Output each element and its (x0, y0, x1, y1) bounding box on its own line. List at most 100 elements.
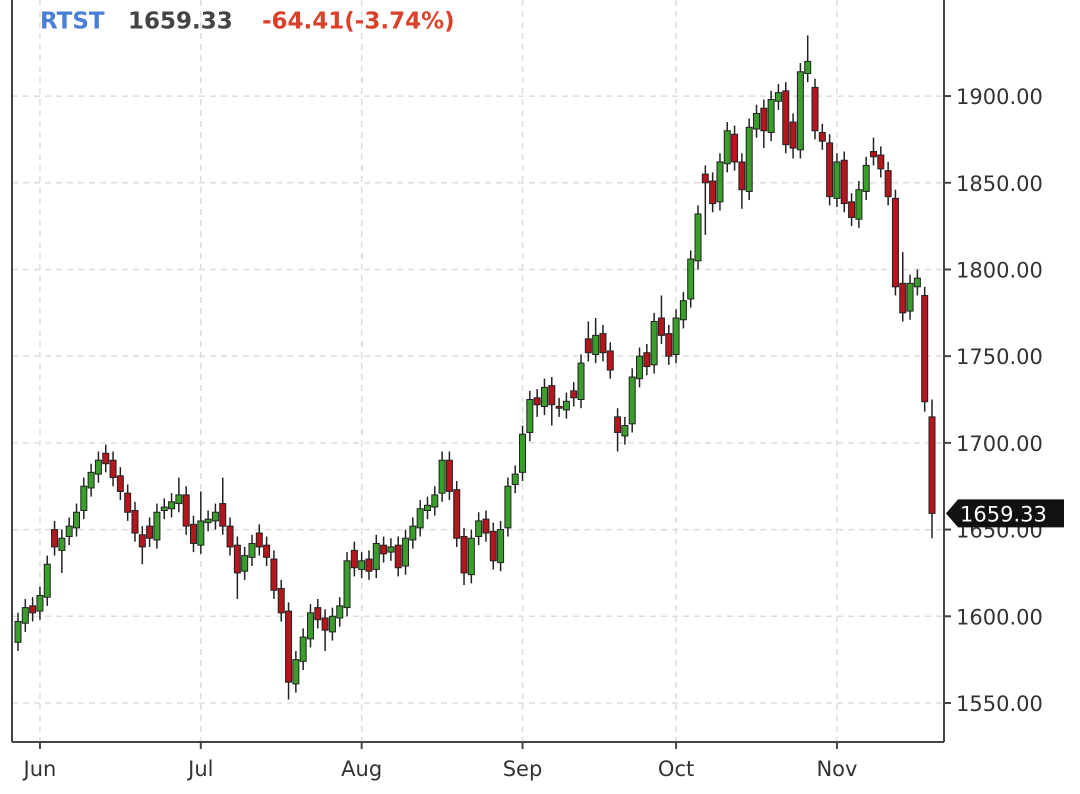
candle-body (533, 397, 541, 406)
candle-body (796, 71, 804, 151)
candle-body (372, 542, 380, 570)
candle-body (453, 489, 461, 539)
candle-body (921, 294, 929, 403)
candle-body (753, 112, 761, 130)
candle-body (716, 161, 724, 203)
candle-body (767, 99, 775, 133)
candle-body (423, 504, 431, 512)
y-tick-label: 1800.00 (956, 258, 1043, 282)
candle-body (255, 532, 263, 548)
candle-body (497, 529, 505, 564)
candle-body (460, 536, 468, 574)
candle-body (409, 525, 417, 541)
y-tick-label: 1900.00 (956, 85, 1043, 109)
candle-body (336, 605, 344, 619)
candle-body (467, 537, 475, 576)
candle-body (782, 90, 790, 146)
change: -64.41(-3.74%) (262, 9, 455, 35)
candle-body (263, 544, 271, 558)
candle-body (72, 511, 80, 529)
candle-body (387, 546, 395, 553)
candle-body (189, 523, 197, 544)
candle-body (380, 544, 388, 555)
candle-body (592, 334, 600, 355)
candle-body (402, 537, 410, 567)
candle-body (899, 282, 907, 314)
candle-body (519, 433, 527, 473)
candle-body (540, 386, 548, 407)
candle-body (292, 659, 300, 685)
x-tick-label: Sep (503, 757, 543, 781)
candle-body (877, 154, 885, 170)
candle-body (365, 558, 373, 572)
candle-body (687, 258, 695, 300)
candle-body (116, 475, 124, 492)
candle-body (745, 126, 753, 192)
candle-body (577, 362, 585, 401)
candle-body (314, 607, 322, 621)
candle-body (285, 610, 293, 683)
candle-body (701, 173, 709, 184)
candle-body (65, 525, 73, 538)
candle-body (43, 563, 51, 598)
candle-body (219, 503, 227, 527)
x-tick-label: Nov (816, 757, 857, 781)
y-tick-label: 1750.00 (956, 345, 1043, 369)
candle-body (826, 142, 834, 198)
candle-body (913, 277, 921, 288)
candle-body (138, 534, 146, 548)
candle-body (277, 588, 285, 614)
candle-body (270, 558, 278, 591)
candle-body (131, 510, 139, 534)
candle-body (241, 555, 249, 572)
candle-body (789, 121, 797, 149)
candle-body (226, 525, 234, 548)
candle-body (818, 131, 826, 142)
candle-body (650, 320, 658, 366)
candle-body (109, 459, 117, 479)
candle-body (475, 520, 483, 538)
candle-body (445, 459, 453, 492)
candle-body (811, 86, 819, 132)
candle-body (855, 189, 863, 220)
candle-body (343, 560, 351, 609)
candle-body (848, 201, 856, 218)
candle-body (555, 405, 563, 409)
candle-body (504, 485, 512, 529)
candle-body (102, 452, 110, 465)
candle-body (14, 620, 22, 643)
candle-body (599, 333, 607, 354)
candle-body (511, 473, 519, 485)
candle-body (21, 607, 29, 624)
candle-body (672, 317, 680, 355)
price-tag-label: 1659.33 (960, 502, 1047, 526)
candle-body (328, 615, 336, 633)
candle-body (160, 506, 168, 512)
candle-body (175, 494, 183, 505)
candle-body (248, 542, 256, 558)
candle-body (94, 459, 102, 475)
candle-body (168, 501, 176, 510)
candle-body (738, 161, 746, 191)
candle-body (731, 133, 739, 163)
candle-body (197, 520, 205, 546)
candle-body (657, 317, 665, 336)
candle-body (709, 180, 717, 205)
candle-body (438, 459, 446, 494)
candle-body (870, 151, 878, 158)
candle-body (124, 492, 132, 513)
candle-body (665, 333, 673, 357)
candle-body (211, 511, 219, 522)
candle-body (840, 159, 848, 205)
candle-body (643, 352, 651, 368)
candle-body (306, 612, 314, 640)
candle-body (723, 130, 731, 165)
y-tick-label: 1550.00 (956, 692, 1043, 716)
candle-body (679, 300, 687, 321)
x-tick-label: Jul (186, 757, 213, 781)
candle-body (891, 197, 899, 288)
candle-body (928, 416, 936, 514)
candle-body (584, 338, 592, 354)
candle-body (431, 494, 439, 508)
